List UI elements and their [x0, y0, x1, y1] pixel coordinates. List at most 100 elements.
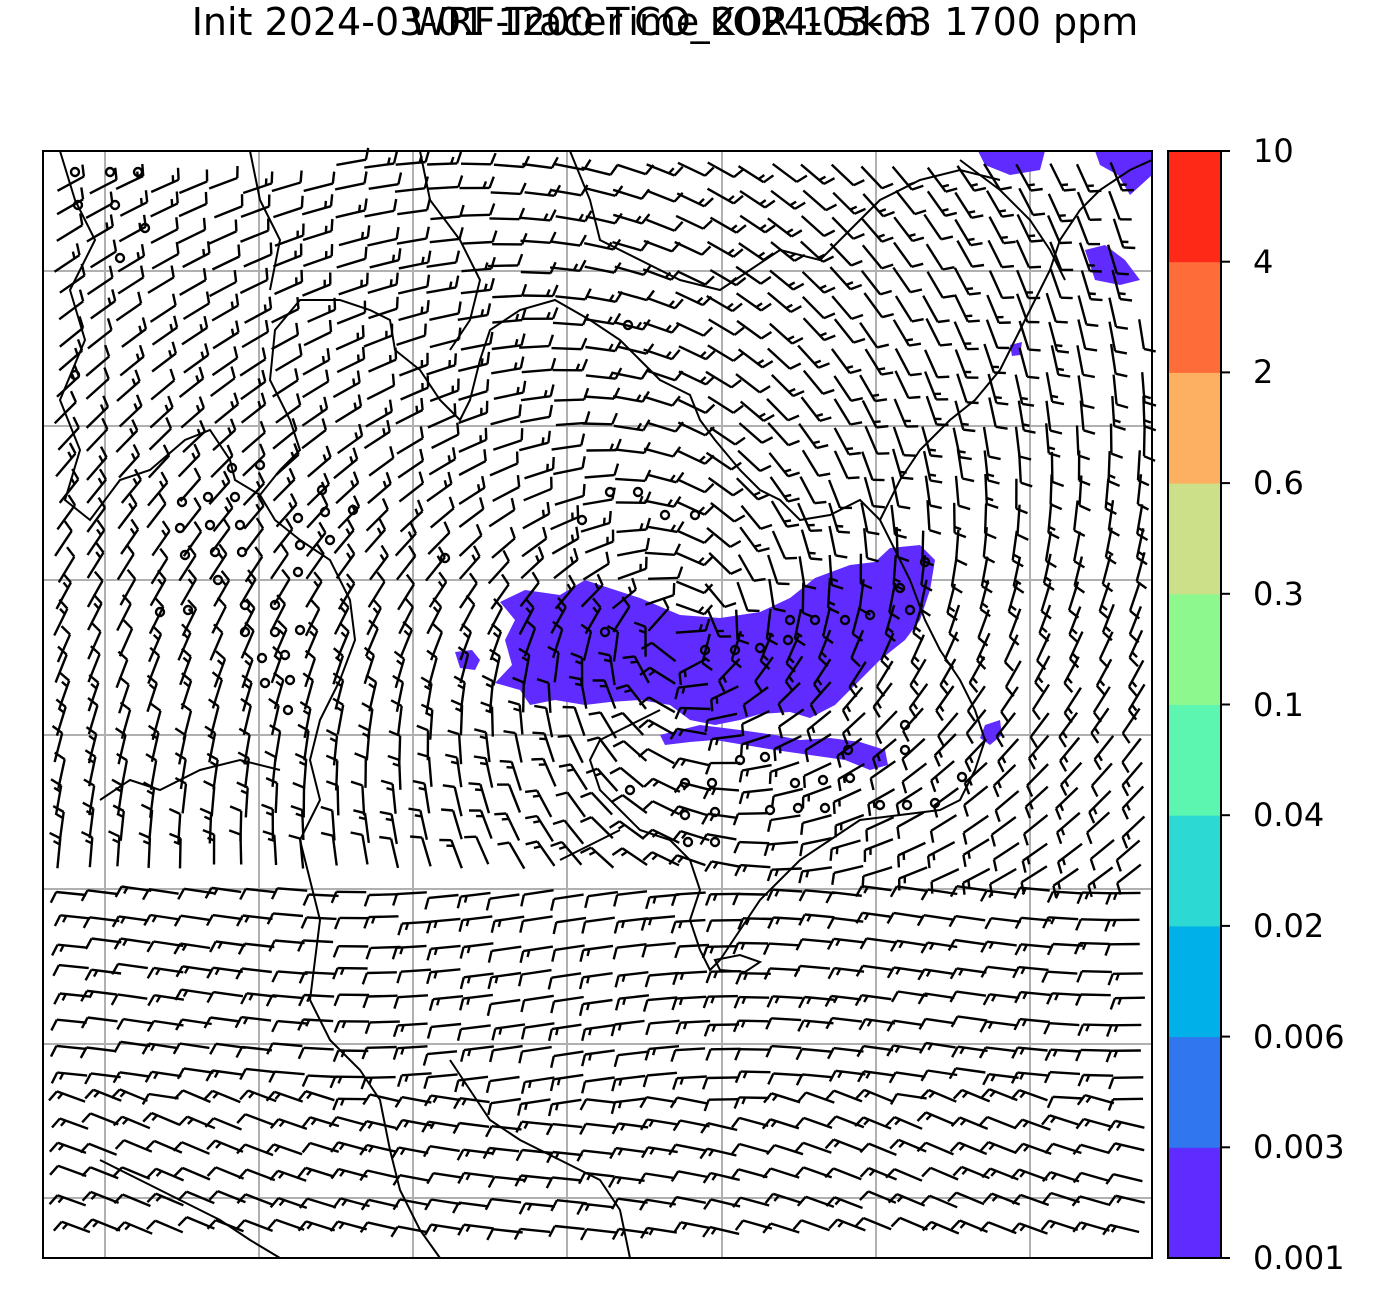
wind-barb	[856, 1044, 894, 1058]
wind-barb	[769, 322, 804, 345]
wind-barb	[702, 1225, 740, 1238]
wind-barb	[336, 300, 367, 325]
wind-barb	[1107, 1194, 1145, 1207]
wind-barb	[398, 299, 430, 322]
wind-barb	[491, 526, 516, 559]
wind-barb	[935, 685, 955, 722]
wind-barb	[669, 1096, 707, 1109]
wind-barb	[987, 373, 1009, 406]
wind-barb	[1010, 1071, 1048, 1084]
wind-barb	[242, 471, 266, 507]
wind-barb	[1041, 970, 1078, 984]
wind-barb	[978, 1115, 1016, 1130]
wind-barb	[457, 303, 492, 321]
wind-barb	[203, 780, 216, 817]
wind-barb	[828, 1218, 866, 1232]
colorbar-swatch	[1168, 483, 1221, 595]
wind-barb	[640, 915, 676, 931]
wind-barb	[759, 632, 773, 670]
wind-barb	[79, 1142, 118, 1156]
wind-barb	[205, 1069, 243, 1082]
calm-wind-marker	[817, 774, 829, 786]
wind-barb	[1080, 270, 1103, 302]
calm-wind-marker	[324, 534, 336, 546]
wind-barb	[1121, 785, 1145, 820]
wind-barb	[798, 889, 836, 902]
wind-barb	[831, 216, 865, 240]
wind-barb	[460, 1045, 495, 1062]
wind-barb	[524, 456, 555, 480]
wind-barb	[1042, 1191, 1080, 1204]
wind-barb	[390, 699, 403, 736]
wind-barb	[1048, 321, 1070, 354]
wind-barb	[141, 1042, 179, 1055]
wind-barb	[517, 1098, 551, 1116]
wind-barb	[417, 752, 433, 787]
wind-barb	[265, 994, 303, 1007]
wind-barb	[921, 1220, 960, 1235]
wind-barb	[981, 1167, 1019, 1181]
wind-barb	[995, 712, 1017, 748]
colorbar-swatch	[1168, 1036, 1221, 1148]
wind-barb	[1015, 293, 1040, 324]
wind-barb	[367, 471, 392, 505]
wind-barb	[855, 964, 893, 977]
wind-barb	[1135, 551, 1148, 590]
plume-south-lobe	[660, 725, 888, 770]
wind-barb	[182, 241, 211, 269]
wind-barb	[387, 754, 402, 790]
wind-barb	[731, 1142, 769, 1155]
wind-barb	[585, 767, 619, 792]
wind-barb	[459, 176, 495, 190]
wind-barb	[513, 1227, 551, 1241]
wind-barb	[117, 493, 138, 530]
wind-barb	[180, 569, 198, 606]
wind-barb	[568, 675, 588, 709]
wind-barb	[367, 226, 400, 247]
wind-barb	[520, 1022, 555, 1040]
wind-barb	[646, 163, 684, 177]
wind-barb	[742, 686, 769, 717]
wind-barb	[141, 1092, 179, 1105]
wind-barb	[736, 319, 773, 340]
wind-barb	[492, 283, 528, 299]
wind-barb	[581, 164, 619, 176]
wind-barb	[804, 733, 832, 763]
wind-barb	[395, 397, 424, 425]
wind-barb	[1055, 811, 1081, 845]
wind-barb	[79, 1046, 117, 1059]
wind-barb	[271, 970, 308, 983]
wind-barb	[83, 778, 96, 816]
wind-barb	[205, 913, 243, 927]
wind-barb	[739, 526, 770, 553]
wind-barb	[1121, 737, 1142, 774]
wind-barb	[923, 213, 954, 241]
wind-barb	[770, 374, 805, 398]
wind-barb	[1047, 193, 1074, 223]
wind-barb	[52, 963, 89, 977]
wind-barb	[428, 447, 457, 476]
wind-barb	[855, 1088, 893, 1103]
wind-barb	[272, 518, 294, 554]
calm-wind-marker	[764, 804, 776, 816]
wind-barb	[56, 625, 72, 663]
wind-barb	[302, 369, 330, 399]
wind-barb	[584, 529, 615, 554]
wind-barb	[363, 646, 376, 685]
wind-barb	[732, 812, 769, 826]
wind-barb	[676, 529, 714, 544]
wind-barb	[458, 449, 487, 477]
wind-barb	[922, 450, 943, 484]
colorbar-tick-label: 0.6	[1253, 464, 1304, 503]
wind-barb	[87, 318, 113, 350]
wind-barb	[1029, 712, 1050, 748]
calm-wind-marker	[132, 166, 144, 178]
wind-barb	[379, 835, 400, 869]
calm-wind-marker	[212, 574, 224, 586]
wind-barb	[536, 678, 552, 713]
wind-barb	[512, 676, 525, 713]
wind-barb	[670, 918, 706, 934]
wind-barb	[547, 1023, 582, 1042]
wind-barb	[183, 343, 210, 374]
wind-barb	[677, 270, 715, 286]
